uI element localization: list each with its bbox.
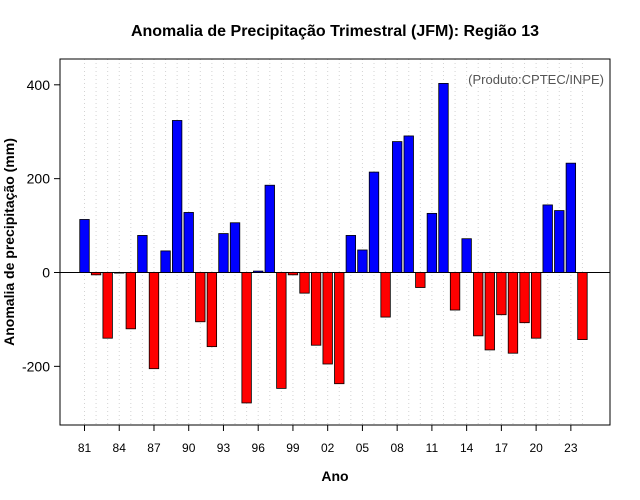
bar-1983: [102, 272, 113, 339]
bar-2015: [473, 272, 484, 337]
bar-2006: [368, 171, 380, 273]
bar-2011: [426, 212, 438, 273]
bar-1987: [148, 272, 160, 370]
bar-2016: [484, 272, 495, 351]
bar-1992: [206, 272, 218, 348]
bar-2013: [449, 272, 461, 311]
bar-1999: [287, 272, 299, 276]
bar-1985: [125, 272, 136, 330]
x-tick-label: 17: [495, 441, 509, 455]
x-axis: 81 84 87 90 93 96 99 02 05 08 11 14 17 20 23: [78, 425, 578, 455]
bar-1988: [160, 250, 171, 273]
source-annotation: (Produto:CPTEC/INPE): [468, 72, 604, 87]
bar-2009: [403, 135, 414, 273]
bar-1997: [264, 184, 275, 273]
bar-2003: [334, 272, 345, 385]
grid-lines: [84, 59, 583, 425]
bar-1984: [114, 272, 125, 274]
bar-2000: [299, 272, 310, 294]
bar-1986: [137, 235, 148, 273]
x-tick-label: 96: [252, 441, 266, 455]
plot-frame: [59, 58, 611, 426]
bar-2001: [310, 272, 322, 346]
bar-2021: [542, 204, 553, 273]
bar-1998: [276, 272, 287, 389]
bar-2008: [392, 141, 403, 273]
bar-2019: [519, 272, 530, 324]
bar-1996: [253, 270, 264, 273]
bar-1990: [183, 212, 194, 273]
x-axis-label: Ano: [321, 468, 348, 484]
chart-title: Anomalia de Precipitação Trimestral (JFM…: [131, 23, 539, 40]
x-tick-label: 08: [390, 441, 404, 455]
x-tick-label: 20: [529, 441, 543, 455]
bar-2010: [415, 272, 426, 288]
x-tick-label: 93: [217, 441, 231, 455]
y-tick-label: -200: [22, 358, 50, 374]
x-tick-label: 87: [147, 441, 161, 455]
x-tick-label: 05: [356, 441, 370, 455]
bar-1993: [218, 233, 229, 273]
x-tick-label: 02: [321, 441, 335, 455]
bar-2002: [322, 272, 333, 365]
bar-2024: [577, 272, 588, 340]
bar-2018: [507, 272, 519, 354]
bar-2014: [461, 238, 472, 273]
y-tick-label: 400: [27, 77, 51, 93]
bar-2020: [530, 272, 542, 339]
bar-2017: [496, 272, 507, 316]
bar-1989: [171, 120, 183, 273]
bar-1994: [229, 222, 241, 273]
bar-2022: [554, 210, 565, 273]
bar-1991: [195, 272, 206, 323]
y-axis: -200 0 200 400: [22, 77, 60, 374]
x-tick-label: 84: [113, 441, 127, 455]
y-tick-label: 0: [42, 265, 50, 281]
bar-1982: [90, 272, 102, 276]
bar-2007: [380, 272, 391, 318]
bar-2005: [357, 249, 368, 273]
x-tick-label: 14: [460, 441, 474, 455]
x-tick-label: 90: [182, 441, 196, 455]
bars: [79, 83, 588, 404]
x-tick-label: 23: [564, 441, 578, 455]
bar-1995: [241, 272, 252, 404]
y-axis-label: Anomalia de precipitação (mm): [1, 138, 17, 346]
bar-2023: [565, 162, 577, 273]
y-tick-label: 200: [27, 171, 51, 187]
x-tick-label: 99: [286, 441, 300, 455]
x-tick-label: 11: [426, 441, 439, 455]
bar-2012: [438, 83, 449, 273]
bar-1981: [79, 219, 90, 273]
x-tick-label: 81: [78, 441, 92, 455]
bar-2004: [345, 235, 356, 273]
